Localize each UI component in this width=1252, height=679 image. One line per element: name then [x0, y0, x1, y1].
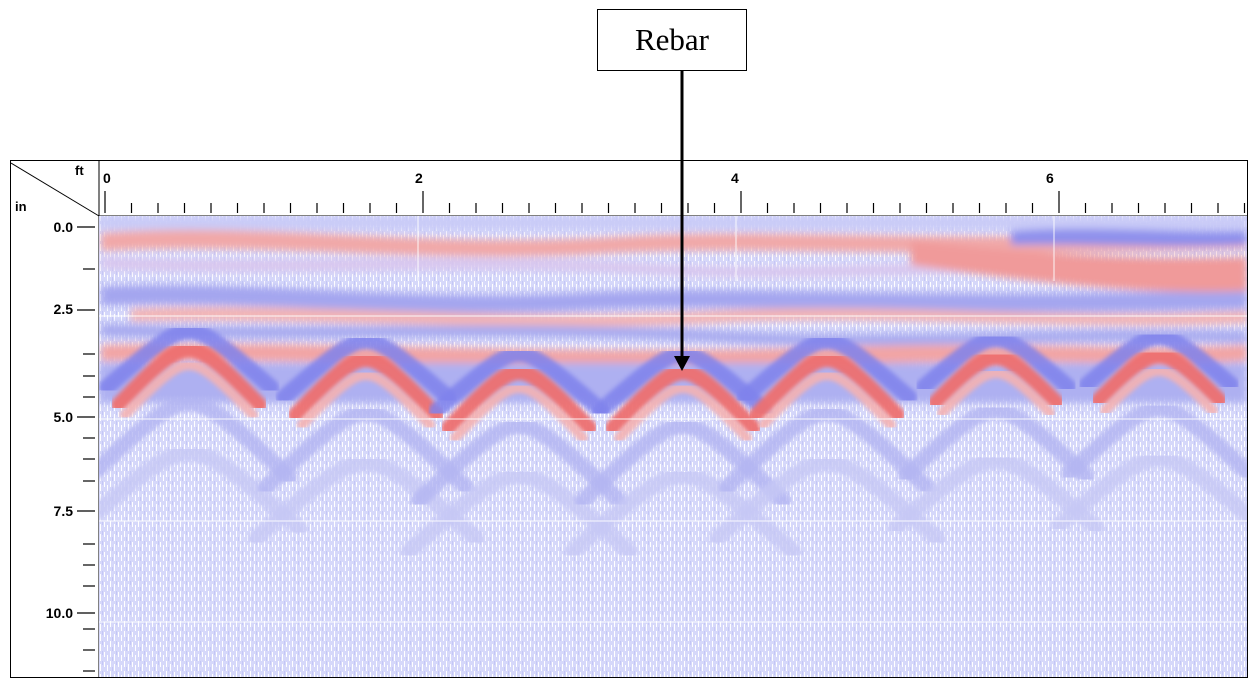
depth-tick-label: 5.0 — [54, 409, 74, 425]
horizontal-tick-label: 2 — [415, 170, 423, 186]
depth-tick-label: 10.0 — [46, 605, 73, 621]
horizontal-tick-label: 0 — [103, 170, 111, 186]
depth-ruler — [77, 227, 95, 671]
depth-tick-label: 0.0 — [54, 219, 74, 235]
rebar-annotation-label: Rebar — [597, 9, 747, 71]
horizontal-ruler — [105, 191, 1245, 213]
gpr-scan-viewer[interactable]: ft in 0 2 4 6 0.0 2.5 5.0 7.5 10.0 — [10, 160, 1248, 678]
depth-tick-label: 2.5 — [54, 301, 74, 317]
radargram-image — [79, 216, 1247, 677]
horizontal-tick-label: 6 — [1046, 170, 1054, 186]
horizontal-unit-label: ft — [75, 163, 84, 178]
vertical-unit-label: in — [15, 199, 27, 214]
depth-tick-label: 7.5 — [54, 503, 74, 519]
horizontal-tick-label: 4 — [731, 170, 739, 186]
